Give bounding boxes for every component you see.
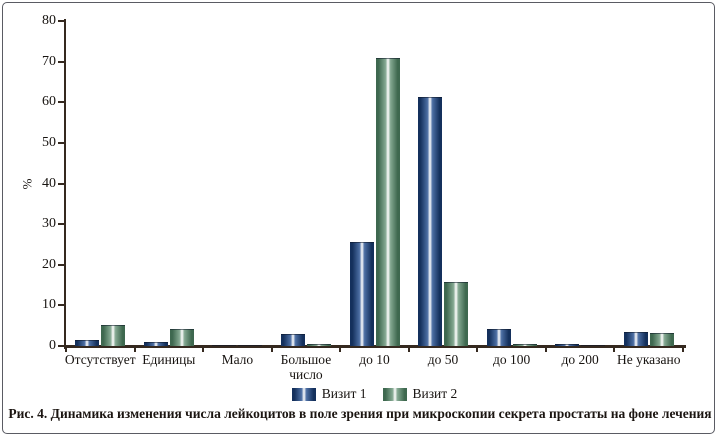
y-tick bbox=[58, 141, 64, 144]
y-tick-label: 60 bbox=[42, 94, 56, 110]
x-tick bbox=[65, 347, 67, 352]
bar-visit2 bbox=[101, 324, 126, 346]
legend-swatch-visit1 bbox=[291, 387, 316, 401]
x-tick bbox=[476, 347, 479, 352]
x-tick bbox=[407, 347, 410, 352]
bar-visit2 bbox=[306, 343, 331, 346]
x-tick bbox=[339, 347, 342, 352]
y-tick-label: 10 bbox=[42, 297, 56, 313]
bar-visit1 bbox=[280, 333, 305, 346]
y-tick bbox=[58, 304, 64, 307]
x-category-label: Отсутствует bbox=[64, 352, 136, 367]
x-tick bbox=[270, 347, 273, 352]
x-category-label: Мало bbox=[221, 352, 254, 367]
x-category-label: Не указано bbox=[616, 352, 681, 367]
bar-visit1 bbox=[555, 343, 580, 346]
bar-visit1 bbox=[623, 332, 648, 346]
bar-visit2 bbox=[169, 328, 194, 346]
legend: Визит 1 Визит 2 bbox=[66, 386, 683, 402]
y-tick-label: 80 bbox=[42, 13, 56, 28]
legend-item-visit1: Визит 1 bbox=[291, 386, 367, 402]
y-axis-line bbox=[64, 19, 66, 349]
y-tick bbox=[58, 101, 64, 104]
y-tick bbox=[58, 345, 64, 347]
y-tick bbox=[58, 182, 64, 185]
y-tick-label: 20 bbox=[42, 256, 56, 272]
legend-item-visit2: Визит 2 bbox=[382, 386, 458, 402]
bar-visit1 bbox=[486, 328, 511, 346]
bar-visit2 bbox=[649, 333, 674, 346]
x-category-label: до 50 bbox=[427, 352, 459, 367]
y-tick-label: 40 bbox=[42, 175, 56, 191]
y-tick bbox=[58, 263, 64, 266]
x-category-label: Большое число bbox=[280, 352, 332, 382]
x-axis-line bbox=[64, 345, 686, 348]
bar-visit1 bbox=[75, 339, 100, 346]
y-tick-label: 70 bbox=[42, 53, 56, 69]
y-tick bbox=[58, 223, 64, 226]
y-tick-label: 30 bbox=[42, 216, 56, 232]
bar-visit2 bbox=[444, 281, 469, 346]
x-tick bbox=[202, 347, 205, 352]
figure-caption: Рис. 4. Динамика изменения числа лейкоци… bbox=[8, 406, 712, 421]
bar-visit1 bbox=[212, 344, 237, 346]
x-category-label: до 100 bbox=[492, 352, 531, 367]
x-tick bbox=[613, 347, 616, 352]
legend-label-visit1: Визит 1 bbox=[321, 386, 367, 401]
bar-visit1 bbox=[143, 341, 168, 346]
x-tick bbox=[133, 347, 136, 352]
bar-visit1 bbox=[418, 96, 443, 346]
x-tick bbox=[544, 347, 547, 352]
y-tick-label: 50 bbox=[42, 134, 56, 150]
y-tick bbox=[58, 60, 64, 63]
x-category-label: до 200 bbox=[561, 352, 599, 367]
y-tick bbox=[58, 20, 64, 22]
bar-visit2 bbox=[512, 343, 537, 346]
x-tick bbox=[682, 347, 684, 352]
x-category-label: Единицы bbox=[142, 352, 196, 367]
x-category-label: до 10 bbox=[359, 352, 390, 367]
bar-visit2 bbox=[375, 58, 400, 346]
legend-label-visit2: Визит 2 bbox=[412, 386, 458, 401]
legend-swatch-visit2 bbox=[382, 387, 407, 401]
y-tick-label: 0 bbox=[49, 338, 56, 353]
figure-border bbox=[2, 2, 715, 434]
bar-visit1 bbox=[349, 242, 374, 346]
bar-visit2 bbox=[581, 345, 606, 346]
bar-visit2 bbox=[238, 345, 263, 346]
